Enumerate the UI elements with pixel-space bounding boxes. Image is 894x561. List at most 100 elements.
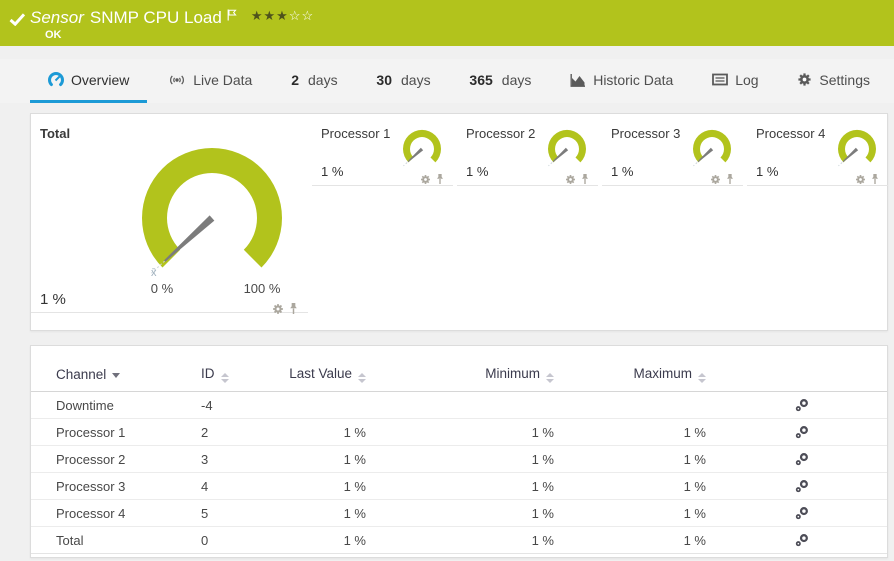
gauge-title: Total [40,126,70,141]
column-label: ID [201,366,215,381]
cell-maximum: 1 % [554,479,706,494]
gauge-value: 1 % [321,164,343,179]
gauge-title: Processor 2 [466,126,535,141]
cell-maximum: 1 % [554,533,706,548]
cell-last-value: 1 % [261,479,366,494]
status-ok-check-icon [9,13,26,31]
sensor-header: Sensor SNMP CPU Load ★★★☆☆ OK [0,0,894,46]
tab-overview[interactable]: Overview [30,59,147,103]
table-row-processor-1: Processor 1 2 1 % 1 % 1 % [31,419,887,446]
sort-desc-icon [112,373,120,378]
tab-label: Historic Data [593,72,673,88]
edit-channel-icon[interactable] [795,506,809,520]
gauge-pin-icon[interactable] [580,173,590,185]
gauge-pin-icon[interactable] [870,173,880,185]
gauge-settings-gear-icon[interactable] [855,174,866,185]
tab-label: days [308,72,338,88]
cell-last-value: 1 % [261,452,366,467]
cell-minimum: 1 % [366,452,554,467]
flag-icon [227,6,237,26]
tab-log[interactable]: Log [694,59,776,103]
gauge-title: Processor 4 [756,126,825,141]
table-row-downtime: Downtime -4 [31,392,887,419]
sort-icon [358,373,366,383]
table-row-processor-3: Processor 3 4 1 % 1 % 1 % [31,473,887,500]
tab-number: 365 [469,72,492,88]
gauge-title: Processor 3 [611,126,680,141]
edit-channel-icon[interactable] [795,452,809,466]
column-label: Channel [56,367,106,382]
cell-channel: Processor 1 [56,425,201,440]
sensor-word: Sensor [30,8,84,28]
column-header-channel[interactable]: Channel [56,367,201,382]
tab-365-days[interactable]: 365 days [451,59,549,103]
cell-channel: Processor 4 [56,506,201,521]
cell-maximum: 1 % [554,425,706,440]
gear-icon [797,72,812,87]
star-filled-icon[interactable]: ★ [251,8,264,23]
processor-4-gauge-chart [835,129,879,171]
star-filled-icon[interactable]: ★ [264,8,277,23]
gauge-block-processor-2: Processor 2 1 % [457,114,598,186]
tab-label: Settings [819,72,870,88]
table-row-processor-4: Processor 4 5 1 % 1 % 1 % [31,500,887,527]
priority-stars[interactable]: ★★★☆☆ [251,8,314,24]
gauge-pin-icon[interactable] [435,173,445,185]
edit-channel-icon[interactable] [795,479,809,493]
gauge-settings-gear-icon[interactable] [710,174,721,185]
edit-channel-icon[interactable] [795,425,809,439]
gauge-block-total: Total x̄ 0 % 100 % 1 % [31,114,308,313]
gauge-block-processor-1: Processor 1 1 % [312,114,453,186]
column-header-id[interactable]: ID [201,366,261,383]
gauge-settings-gear-icon[interactable] [565,174,576,185]
column-header-maximum[interactable]: Maximum [554,366,706,383]
edit-channel-icon[interactable] [795,533,809,547]
star-empty-icon[interactable]: ☆ [301,8,314,23]
gauge-settings-gear-icon[interactable] [420,174,431,185]
cell-last-value: 1 % [261,506,366,521]
tab-30-days[interactable]: 30 days [358,59,448,103]
tab-2-days[interactable]: 2 days [273,59,355,103]
cell-id: 5 [201,506,261,521]
star-empty-icon[interactable]: ☆ [289,8,302,23]
cell-id: -4 [201,398,261,413]
gauge-icon [48,72,64,88]
tab-historic-data[interactable]: Historic Data [552,59,691,103]
tab-bar: Overview Live Data 2 days 30 days 365 da… [0,59,894,103]
edit-channel-icon[interactable] [795,398,809,412]
gauge-block-processor-4: Processor 4 1 % [747,114,888,186]
tab-label: Live Data [193,72,252,88]
cell-channel: Processor 2 [56,452,201,467]
tab-live-data[interactable]: Live Data [150,59,270,103]
gauge-pin-icon[interactable] [288,302,299,315]
sort-icon [698,373,706,383]
column-header-last-value[interactable]: Last Value [261,366,366,383]
gauge-title: Processor 1 [321,126,390,141]
tab-label: Overview [71,72,129,88]
cell-id: 3 [201,452,261,467]
gauge-scale-max: 100 % [235,281,289,296]
star-filled-icon[interactable]: ★ [276,8,289,23]
table-header-row: Channel ID Last Value Minimum Maximum [31,358,887,392]
column-header-minimum[interactable]: Minimum [366,366,554,383]
cell-maximum: 1 % [554,452,706,467]
gauge-value: 1 % [40,291,66,308]
column-label: Maximum [633,366,692,381]
tab-settings[interactable]: Settings [779,59,888,103]
table-row-processor-2: Processor 2 3 1 % 1 % 1 % [31,446,887,473]
sort-icon [221,373,229,383]
tab-label: Log [735,72,758,88]
cell-minimum: 1 % [366,425,554,440]
processor-3-gauge-chart [690,129,734,171]
processor-2-gauge-chart [545,129,589,171]
gauge-value: 1 % [611,164,633,179]
gauge-block-processor-3: Processor 3 1 % [602,114,743,186]
gauge-pin-icon[interactable] [725,173,735,185]
channel-table-panel: Channel ID Last Value Minimum Maximum Do… [30,345,888,558]
gauge-settings-gear-icon[interactable] [272,303,284,315]
page-title: SNMP CPU Load [90,8,222,28]
broadcast-icon [168,74,186,86]
area-chart-icon [570,73,586,87]
cell-maximum: 1 % [554,506,706,521]
cell-id: 4 [201,479,261,494]
